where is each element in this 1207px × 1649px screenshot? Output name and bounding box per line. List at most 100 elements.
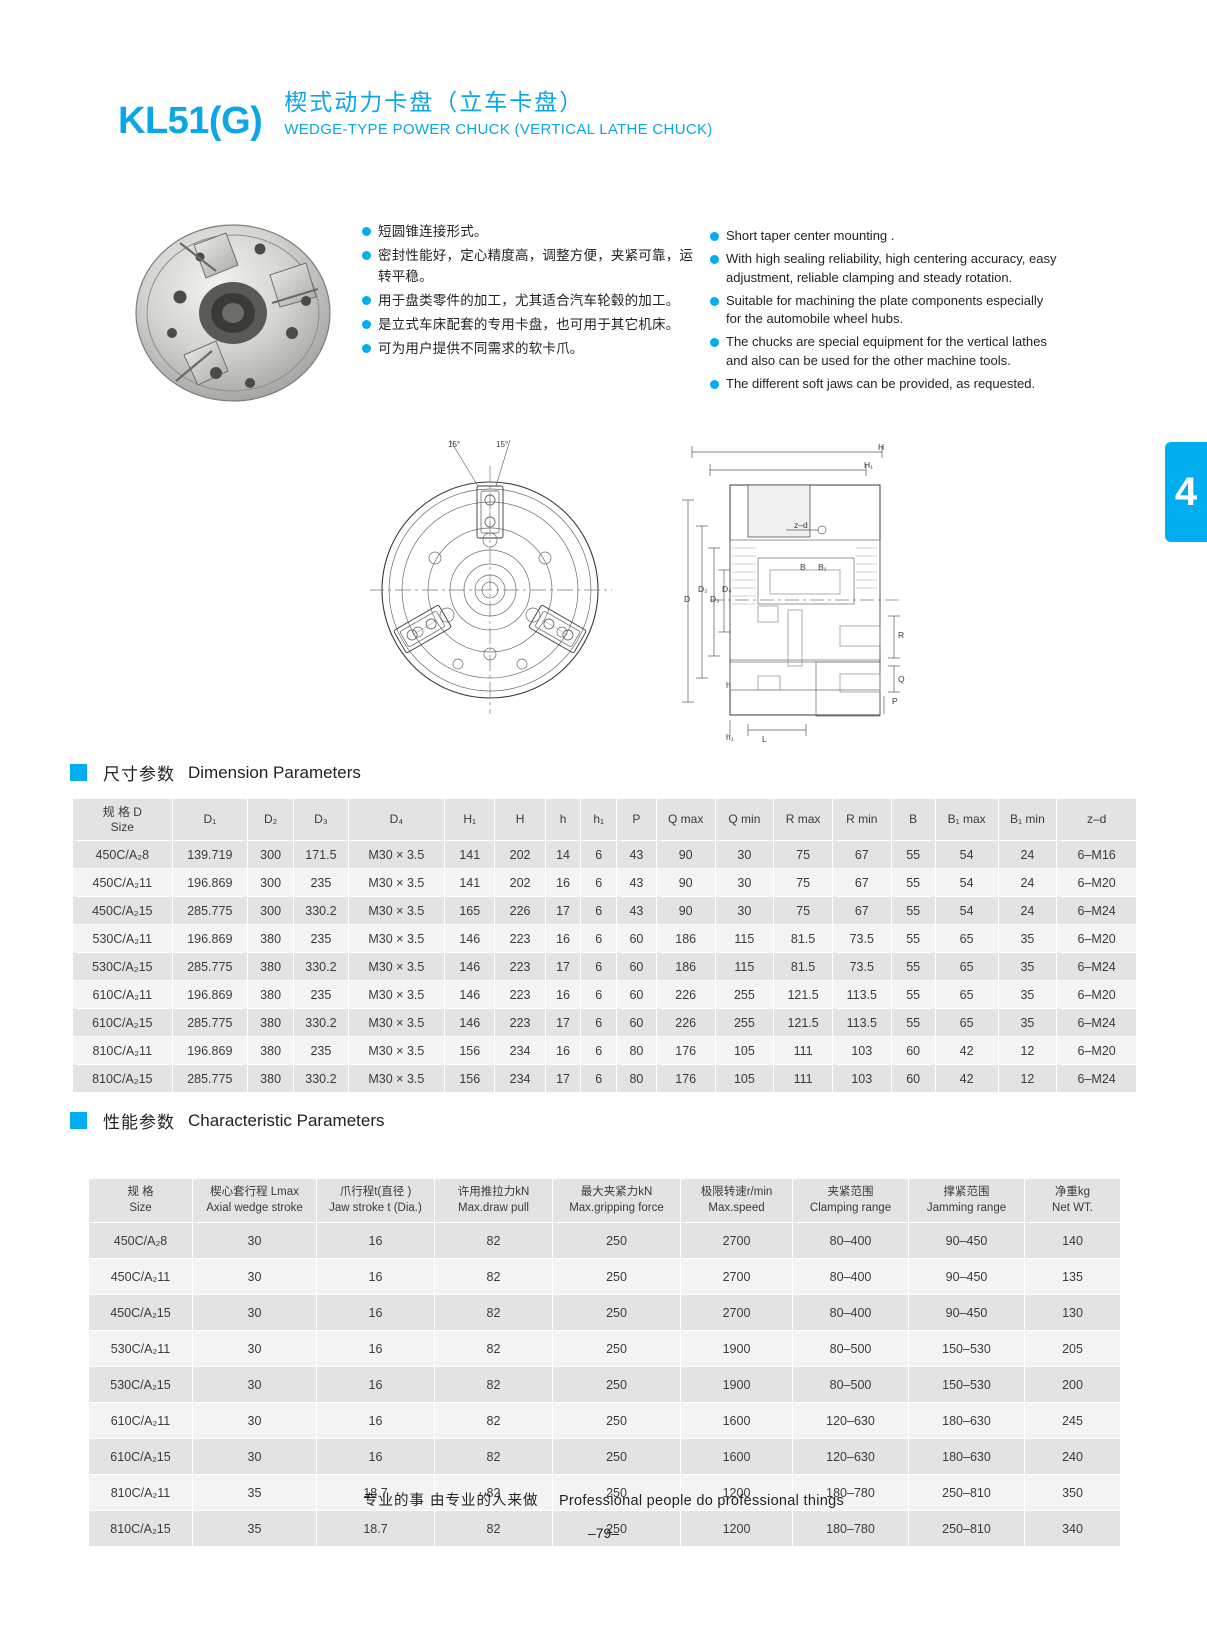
- column-header-line1: 最大夹紧力kN: [580, 1185, 653, 1198]
- table-cell: M30 × 3.5: [347, 840, 446, 869]
- section-title-cn: 尺寸参数: [103, 765, 175, 784]
- svg-text:D: D: [684, 594, 690, 604]
- column-header-line2: Clamping range: [809, 1201, 892, 1214]
- table-cell: 380: [247, 1064, 295, 1093]
- column-header-line1: D₄: [389, 812, 404, 826]
- row-size-cell: 450C/A₂15: [72, 896, 173, 925]
- row-size-cell: 610C/A₂15: [88, 1438, 193, 1475]
- table-row: 450C/A₂8 30 16 82 250 2700 80–400 90–450 140: [88, 1222, 1121, 1259]
- table-cell: 43: [616, 896, 657, 925]
- table-cell: 6: [580, 896, 617, 925]
- table-cell: 234: [494, 1036, 546, 1065]
- table-cell: 250: [552, 1402, 681, 1439]
- table-cell: 146: [444, 952, 496, 981]
- table-cell: 250: [552, 1438, 681, 1475]
- column-header-line1: D₂: [263, 812, 278, 826]
- bullet-icon: [362, 251, 371, 261]
- column-header: D₃: [293, 798, 349, 841]
- table-row: 530C/A₂11 196.869 380 235 M30 × 3.5 146 223 16 6…: [72, 924, 1137, 953]
- table-cell: 150–530: [908, 1330, 1025, 1367]
- column-header: H₁: [444, 798, 496, 841]
- column-header-line2: Axial wedge stroke: [206, 1201, 303, 1214]
- table-cell: 1600: [680, 1438, 793, 1475]
- table-cell: 14: [544, 840, 582, 869]
- column-header: R max: [773, 798, 833, 841]
- table-cell: 250: [552, 1258, 681, 1295]
- column-header-line1: D₃: [314, 812, 328, 826]
- column-header-line2: Jamming range: [926, 1201, 1007, 1214]
- table-cell: 350: [1024, 1474, 1121, 1511]
- svg-text:15°: 15°: [448, 440, 460, 449]
- table-cell: 35: [192, 1510, 317, 1547]
- table-cell: 380: [247, 1036, 295, 1065]
- table-cell: 43: [616, 868, 657, 897]
- table-cell: 73.5: [831, 952, 892, 981]
- table-cell: 223: [494, 1008, 546, 1037]
- table-row: 530C/A₂15 285.775 380 330.2 M30 × 3.5 146 223 1…: [72, 952, 1137, 981]
- column-header-line1: h₁: [593, 812, 605, 826]
- svg-text:Q: Q: [898, 674, 905, 684]
- table-cell: 1900: [680, 1330, 793, 1367]
- table-cell: 6–M20: [1056, 924, 1137, 953]
- technical-drawings: 15° 15°: [368, 430, 910, 750]
- table-cell: 65: [934, 952, 999, 981]
- svg-text:L: L: [762, 734, 767, 744]
- table-cell: 6–M24: [1056, 952, 1137, 981]
- table-cell: 16: [316, 1402, 435, 1439]
- column-header: D₁: [171, 798, 249, 841]
- bullet-icon: [710, 254, 719, 264]
- row-size-cell: 530C/A₂11: [72, 924, 173, 953]
- table-cell: 75: [773, 840, 833, 869]
- table-cell: 196.869: [171, 1036, 249, 1065]
- table-cell: 330.2: [293, 1064, 349, 1093]
- svg-text:h: h: [726, 680, 731, 690]
- table-cell: 226: [655, 980, 716, 1009]
- column-header-line2: Max.draw pull: [458, 1201, 529, 1214]
- table-row: 610C/A₂15 285.775 380 330.2 M30 × 3.5 146 223 1…: [72, 1008, 1137, 1037]
- table-cell: 1200: [680, 1510, 793, 1547]
- column-header-line1: 爪行程t(直径 ): [339, 1185, 412, 1198]
- table-cell: 35: [997, 1008, 1058, 1037]
- table-cell: 80: [616, 1036, 657, 1065]
- table-cell: M30 × 3.5: [347, 868, 446, 897]
- column-header: 最大夹紧力kN Max.gripping force: [552, 1178, 681, 1223]
- feature-item: 是立式车床配套的专用卡盘，也可用于其它机床。: [362, 315, 702, 335]
- table-cell: 6: [580, 952, 617, 981]
- table-cell: 17: [544, 952, 582, 981]
- table-cell: 6–M24: [1056, 896, 1137, 925]
- table-cell: 285.775: [171, 1064, 249, 1093]
- table-cell: 196.869: [171, 980, 249, 1009]
- feature-text: 可为用户提供不同需求的软卡爪。: [378, 341, 584, 357]
- feature-text: Short taper center mounting .: [726, 228, 895, 243]
- table-cell: 235: [293, 924, 349, 953]
- feature-text: 是立式车床配套的专用卡盘，也可用于其它机床。: [378, 317, 680, 332]
- table-cell: 285.775: [171, 1008, 249, 1037]
- feature-text: The different soft jaws can be provided,…: [726, 375, 1036, 391]
- column-header-line1: Q min: [728, 812, 761, 826]
- feature-item: Short taper center mounting .: [710, 227, 1060, 246]
- table-cell: M30 × 3.5: [347, 952, 446, 981]
- table-cell: 330.2: [293, 896, 349, 925]
- product-title-en: WEDGE-TYPE POWER CHUCK (VERTICAL LATHE C…: [284, 120, 713, 138]
- feature-item: 可为用户提供不同需求的软卡爪。: [362, 339, 702, 359]
- row-size-cell: 450C/A₂8: [72, 840, 173, 869]
- feature-text: With high sealing reliability, high cent…: [726, 250, 1057, 285]
- table-cell: 65: [934, 924, 999, 953]
- table-cell: 16: [316, 1222, 435, 1259]
- table-cell: 2700: [680, 1222, 793, 1259]
- table-cell: 90: [655, 896, 716, 925]
- column-header: h₁: [580, 798, 617, 841]
- column-header-line1: 许用推拉力kN: [457, 1185, 530, 1198]
- bullet-icon: [362, 295, 371, 305]
- table-cell: 16: [544, 980, 582, 1009]
- table-cell: 139.719: [171, 840, 249, 869]
- table-cell: 223: [494, 952, 546, 981]
- row-size-cell: 610C/A₂15: [72, 1008, 173, 1037]
- table-cell: 235: [293, 1036, 349, 1065]
- table-cell: 150–530: [908, 1366, 1025, 1403]
- table-cell: 250: [552, 1474, 681, 1511]
- column-header-line2: Size: [129, 1201, 152, 1214]
- table-cell: 255: [714, 1008, 775, 1037]
- row-size-cell: 810C/A₂15: [72, 1064, 173, 1093]
- table-cell: 6: [580, 1064, 617, 1093]
